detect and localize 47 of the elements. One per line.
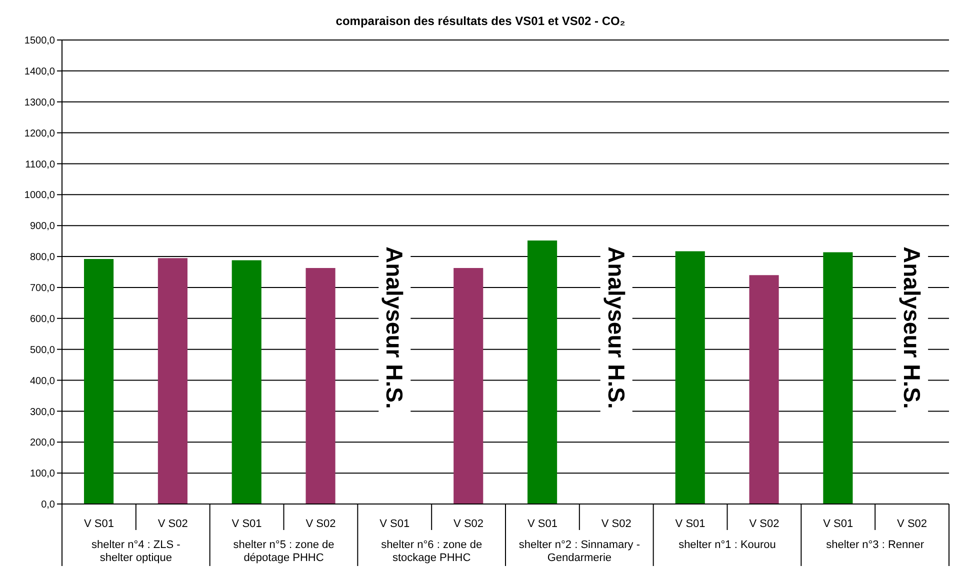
y-tick-label: 300,0 — [30, 406, 56, 418]
y-tick-label: 800,0 — [30, 252, 56, 264]
text: shelter n°1 : Kourou — [678, 539, 776, 551]
annotation: Analyseur H.S. — [899, 246, 926, 409]
y-tick-label: 700,0 — [30, 283, 56, 294]
x-tick-label: V S01 — [823, 518, 854, 530]
chart-title: comparaison des résultats des VS01 et VS02 - CO₂ — [334, 14, 626, 28]
y-tick-label: 200,0 — [30, 438, 56, 449]
x-tick-label: V S01 — [527, 518, 558, 530]
y-tick-label: 400,0 — [30, 376, 56, 387]
y-tick-label: 1400,0 — [24, 66, 56, 78]
text: shelter n°5 : zone de dépotage PHHC — [233, 539, 334, 564]
text: shelter n°4 : ZLS - shelter optique — [92, 539, 181, 564]
bar — [306, 268, 336, 504]
bar — [232, 260, 262, 504]
bar — [823, 252, 853, 504]
y-tick-label: 1200,0 — [24, 128, 56, 140]
x-tick-label: V S02 — [158, 518, 188, 530]
bar — [528, 240, 558, 504]
text: shelter n°3 : Renner — [826, 539, 924, 551]
bar — [84, 259, 114, 504]
text: shelter n°2 : Sinnamary - Gendarmerie — [518, 539, 640, 564]
x-tick-label: V S01 — [84, 518, 114, 530]
y-tick-label: 500,0 — [30, 344, 56, 356]
y-tick-label: 1500,0 — [24, 36, 56, 47]
bar — [749, 275, 779, 504]
y-tick-label: 1000,0 — [24, 190, 56, 202]
annotation: Analyseur H.S. — [603, 246, 630, 409]
y-tick-label: 100,0 — [30, 468, 56, 480]
y-tick-label: 1100,0 — [25, 159, 56, 170]
annotation: Analyseur H.S. — [382, 246, 408, 409]
bar — [158, 258, 188, 504]
y-tick-label: 1300,0 — [24, 97, 56, 108]
x-tick-label: V S01 — [232, 518, 262, 530]
text: shelter n°6 : zone de stockage PHHC — [381, 539, 482, 564]
x-tick-label: V S01 — [675, 518, 706, 530]
y-tick-label: 900,0 — [30, 221, 56, 232]
y-tick-label: 0,0 — [41, 500, 56, 511]
x-tick-label: V S02 — [897, 518, 928, 530]
x-tick-label: V S02 — [749, 518, 780, 530]
bar — [454, 268, 484, 504]
x-tick-label: V S01 — [380, 518, 410, 530]
x-tick-label: V S02 — [306, 518, 336, 530]
bar — [675, 251, 705, 504]
y-tick-label: 600,0 — [30, 314, 56, 325]
x-tick-label: V S02 — [454, 518, 484, 530]
x-tick-label: V S02 — [601, 518, 632, 530]
